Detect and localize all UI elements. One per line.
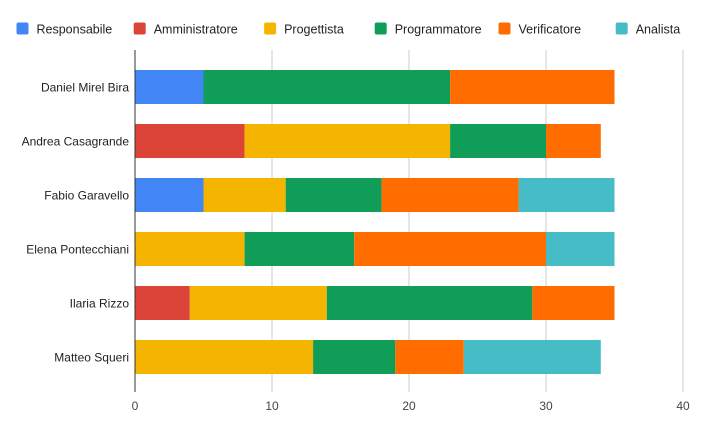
bar-segment-programmatore-3 bbox=[285, 178, 382, 212]
bar-segment-programmatore-4 bbox=[244, 232, 355, 266]
x-tick-label: 30 bbox=[539, 399, 553, 413]
bar-segment-programmatore-1 bbox=[203, 70, 451, 104]
legend-item-amministratore[interactable]: Amministratore bbox=[133, 22, 238, 37]
legend-item-progettista[interactable]: Progettista bbox=[264, 22, 344, 37]
bar-segment-analista-4 bbox=[546, 232, 615, 266]
legend-swatch bbox=[498, 22, 511, 35]
legend-label: Responsabile bbox=[37, 23, 113, 37]
x-tick-label: 40 bbox=[676, 399, 690, 413]
legend-swatch bbox=[264, 22, 277, 35]
bar-segment-progettista-2 bbox=[244, 124, 451, 158]
bar-segment-amministratore-2 bbox=[135, 124, 245, 158]
y-tick-label: Ilaria Rizzo bbox=[70, 297, 130, 311]
bar-segment-verificatore-3 bbox=[381, 178, 519, 212]
bar-segment-progettista-4 bbox=[135, 232, 245, 266]
bar-segment-programmatore-5 bbox=[326, 286, 533, 320]
y-tick-label: Matteo Squeri bbox=[54, 351, 129, 365]
legend-item-responsabile[interactable]: Responsabile bbox=[16, 22, 113, 37]
bar-segment-verificatore-4 bbox=[354, 232, 546, 266]
legend-swatch bbox=[133, 22, 146, 35]
y-tick-label: Andrea Casagrande bbox=[22, 135, 130, 149]
bar-segment-progettista-3 bbox=[203, 178, 286, 212]
x-tick-label: 20 bbox=[402, 399, 416, 413]
legend-swatch bbox=[374, 22, 387, 35]
x-tick-label: 10 bbox=[265, 399, 279, 413]
x-axis-labels: 0 10 20 30 40 bbox=[132, 399, 690, 413]
bar-segment-responsabile-1 bbox=[135, 70, 204, 104]
legend-label: Amministratore bbox=[154, 23, 238, 37]
y-tick-label: Elena Pontecchiani bbox=[26, 243, 129, 257]
legend: Responsabile Amministratore Progettista Pro… bbox=[16, 22, 681, 37]
bar-segment-verificatore-6 bbox=[395, 340, 464, 374]
bar-segment-verificatore-1 bbox=[450, 70, 615, 104]
bar-segment-programmatore-6 bbox=[313, 340, 396, 374]
bars bbox=[135, 70, 615, 374]
legend-swatch bbox=[615, 22, 628, 35]
legend-label: Analista bbox=[636, 23, 681, 37]
y-tick-label: Daniel Mirel Bira bbox=[41, 81, 129, 95]
y-tick-label: Fabio Garavello bbox=[44, 189, 129, 203]
legend-label: Verificatore bbox=[519, 23, 582, 37]
bar-segment-amministratore-5 bbox=[135, 286, 190, 320]
bar-segment-progettista-6 bbox=[135, 340, 314, 374]
bar-segment-programmatore-2 bbox=[450, 124, 546, 158]
legend-label: Programmatore bbox=[395, 23, 482, 37]
legend-item-analista[interactable]: Analista bbox=[615, 22, 681, 37]
bar-segment-verificatore-2 bbox=[546, 124, 601, 158]
bar-segment-responsabile-3 bbox=[135, 178, 204, 212]
bar-segment-progettista-5 bbox=[189, 286, 327, 320]
legend-item-programmatore[interactable]: Programmatore bbox=[374, 22, 482, 37]
x-tick-label: 0 bbox=[132, 399, 139, 413]
y-axis-labels: Daniel Mirel Bira Andrea Casagrande Fabio … bbox=[22, 81, 130, 365]
bar-segment-analista-3 bbox=[518, 178, 615, 212]
bar-segment-analista-6 bbox=[463, 340, 601, 374]
legend-item-verificatore[interactable]: Verificatore bbox=[498, 22, 582, 37]
legend-swatch bbox=[16, 22, 29, 35]
legend-label: Progettista bbox=[284, 23, 344, 37]
bar-segment-verificatore-5 bbox=[532, 286, 615, 320]
grid-lines bbox=[271, 50, 684, 392]
